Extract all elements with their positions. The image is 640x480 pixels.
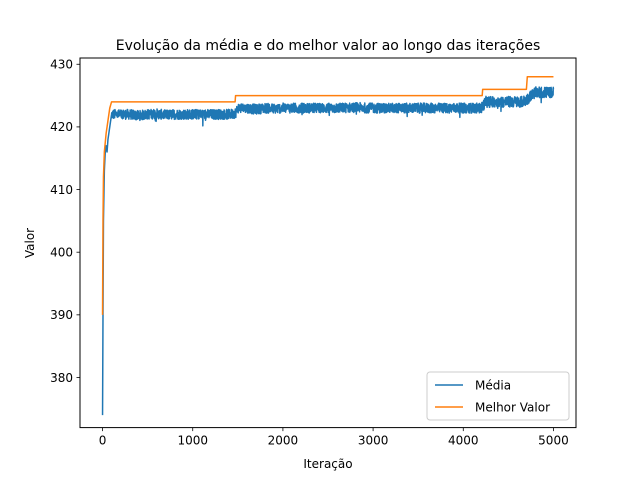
legend-label: Melhor Valor <box>475 400 550 414</box>
y-tick-label: 430 <box>50 58 73 72</box>
y-axis-title: Valor <box>23 228 37 258</box>
x-tick-label: 0 <box>99 434 107 448</box>
plot-frame <box>79 57 577 429</box>
x-tick-label: 1000 <box>177 434 208 448</box>
x-axis: 0 1000 2000 3000 4000 5000 <box>99 427 569 448</box>
plot-area <box>101 76 555 416</box>
legend-label: Média <box>475 378 511 392</box>
x-tick-label: 2000 <box>268 434 299 448</box>
legend: Média Melhor Valor <box>426 371 570 421</box>
series-line-melhor-valor <box>101 76 554 315</box>
x-axis-title: Iteração <box>303 457 352 471</box>
x-tick-label: 4000 <box>448 434 479 448</box>
series-line-media <box>101 86 555 416</box>
y-tick-label: 420 <box>50 120 73 134</box>
y-tick-label: 400 <box>50 245 73 259</box>
y-tick-label: 410 <box>50 183 73 197</box>
chart-title: Evolução da média e do melhor valor ao l… <box>116 38 541 54</box>
legend-box <box>426 371 570 421</box>
x-tick-label: 5000 <box>538 434 569 448</box>
x-tick-label: 3000 <box>358 434 389 448</box>
y-axis: 380 390 400 410 420 430 <box>50 58 80 385</box>
y-tick-label: 390 <box>50 308 73 322</box>
y-tick-label: 380 <box>50 371 73 385</box>
